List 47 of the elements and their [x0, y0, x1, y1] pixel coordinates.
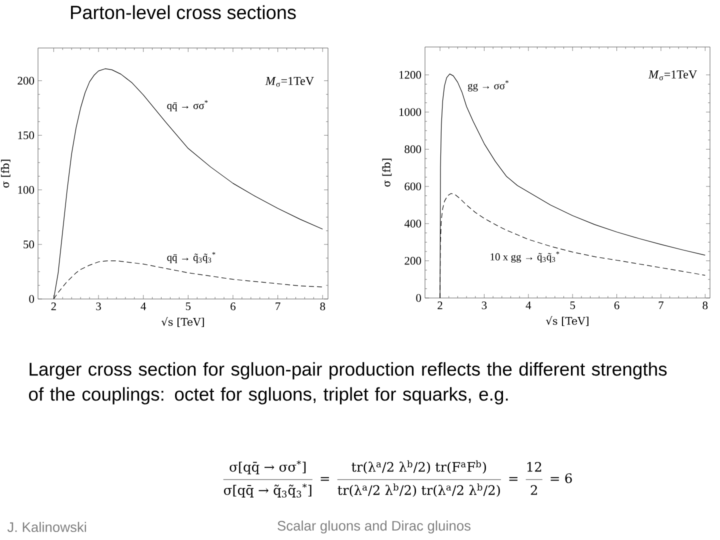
y-tick-label: 200 — [18, 76, 34, 85]
chart-title: Parton-level cross sections — [71, 5, 296, 20]
x-tick-label: 4 — [140, 302, 146, 310]
y-tick-label: 0 — [29, 295, 34, 303]
y-tick-label: 1200 — [399, 71, 422, 79]
text: = — [509, 477, 518, 481]
x-tick-label: 5 — [570, 302, 576, 310]
annotation: M$_{σ}$=1TeV — [648, 70, 697, 80]
series-label: gg → σσ$^{*}$ — [468, 80, 508, 92]
x-tick-label: 2 — [438, 302, 442, 310]
y-tick-label: 150 — [18, 131, 34, 140]
y-axis-title: σ [fb] — [382, 158, 392, 187]
y-tick-label: 1000 — [399, 108, 422, 116]
y-tick-label: 100 — [18, 186, 34, 194]
x-tick-label: 6 — [230, 302, 236, 310]
text: σ[qq̄ → q̃$_{3}$q̃$_{3}$$^{*}$] — [224, 484, 312, 498]
x-tick-label: 4 — [526, 302, 532, 310]
text: 12 — [527, 462, 542, 472]
annotation: M$_{σ}$=1TeV — [265, 76, 314, 87]
x-tick-label: 3 — [96, 302, 101, 310]
text: = — [320, 477, 329, 481]
y-tick-label: 400 — [404, 220, 422, 228]
x-axis-title: √s [TeV] — [162, 317, 204, 328]
x-tick-label: 3 — [482, 302, 487, 310]
y-tick-label: 0 — [416, 294, 422, 302]
x-tick-label: 5 — [186, 302, 191, 310]
x-tick-label: 6 — [614, 302, 620, 310]
text: σ[qq̄ → σσ$^{*}$] — [230, 460, 306, 474]
y-tick-label: 200 — [404, 256, 422, 265]
text: = 6 — [550, 473, 572, 484]
text: J. Kalinowski — [7, 522, 86, 532]
x-tick-label: 7 — [276, 302, 280, 310]
x-tick-label: 7 — [658, 302, 664, 310]
y-axis-title: σ [fb] — [1, 160, 10, 188]
y-tick-label: 50 — [24, 240, 34, 248]
series-label: qq̄ → σσ$^{*}$ — [167, 100, 208, 112]
x-tick-label: 8 — [320, 302, 326, 310]
text: tr(λ$^{a}$/2 λ$^{b}$/2) tr(λ$^{a}$/2 λ$^{b}$/2) — [338, 484, 500, 497]
x-tick-label: 8 — [702, 302, 708, 310]
y-tick-label: 800 — [404, 145, 422, 154]
y-tick-label: 600 — [404, 182, 422, 190]
x-axis-title: √s [TeV] — [546, 316, 588, 326]
text: tr(λ$^{a}$/2 λ$^{b}$/2) tr(F$^{a}$F$^{b}$) — [352, 460, 486, 474]
text: Scalar gluons and Dirac gluinos — [278, 520, 470, 534]
text: 2 — [530, 485, 537, 495]
x-tick-label: 2 — [51, 302, 56, 310]
text: Larger cross section for sgluon-pair production reflects the different strengths of the couplings: octet for sgluons, triplet for squarks, e.g. — [28, 362, 667, 404]
